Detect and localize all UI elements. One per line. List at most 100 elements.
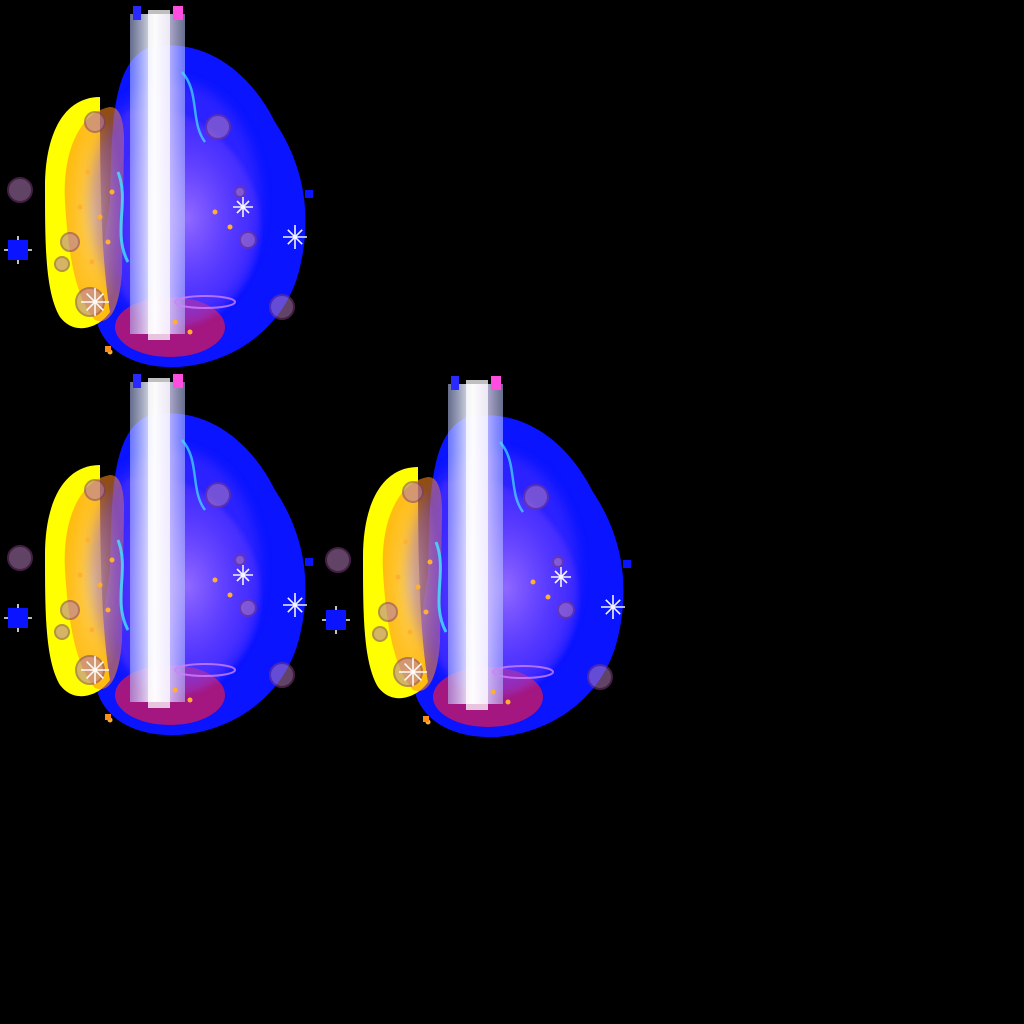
light-pillar-sprite (322, 376, 631, 738)
spark-dot (423, 609, 429, 615)
spark-dot (105, 239, 111, 245)
cyan-wisp (499, 441, 525, 513)
pillar-cap-right (173, 374, 183, 388)
spark-dot (490, 689, 496, 695)
pillar-cap-left (451, 376, 459, 390)
spark-dot (407, 629, 413, 635)
pillar-cap-right (491, 376, 501, 390)
bubble (552, 556, 564, 568)
pillar-core (148, 10, 170, 340)
stray-particle (623, 560, 631, 568)
bubble (269, 294, 295, 320)
blue-spark-square (326, 610, 346, 630)
spark-dot (403, 539, 409, 545)
swirl-ring (492, 665, 554, 679)
bubble (378, 602, 398, 622)
cyan-wisp (181, 71, 207, 143)
spark-dot (227, 592, 233, 598)
stray-particle (423, 716, 429, 722)
spark-dot (172, 319, 178, 325)
bubble (54, 624, 70, 640)
spark-dot (530, 579, 536, 585)
spark-dot (505, 699, 511, 705)
blue-spark-square (8, 240, 28, 260)
cyan-wisp (181, 439, 207, 511)
swirl-ring (174, 663, 236, 677)
spark-dot (89, 627, 95, 633)
bubble (7, 545, 33, 571)
sparkle-star (551, 567, 571, 587)
spark-dot (89, 259, 95, 265)
bubble (84, 111, 106, 133)
blue-spark-square (8, 608, 28, 628)
pillar-core (148, 378, 170, 708)
pillar-cap-left (133, 6, 141, 20)
effect-frame-1 (0, 2, 340, 372)
swirl-ring (174, 295, 236, 309)
cyan-wisp (116, 171, 130, 263)
sparkle-star (233, 197, 253, 217)
effect-frame-3 (318, 372, 658, 742)
bubble (234, 554, 246, 566)
spark-dot (77, 572, 83, 578)
glow-body (4, 6, 313, 368)
spark-dot (85, 537, 91, 543)
bubble (239, 231, 257, 249)
spark-dot (227, 224, 233, 230)
bubble (557, 601, 575, 619)
bubble (234, 186, 246, 198)
cyan-wisp (116, 539, 130, 631)
stray-particle (305, 558, 313, 566)
spark-dot (427, 559, 433, 565)
spark-dot (545, 594, 551, 600)
bubble (587, 664, 613, 690)
stray-particle (105, 346, 111, 352)
stray-particle (105, 714, 111, 720)
spark-dot (77, 204, 83, 210)
sparkle-star (283, 225, 307, 249)
spark-dot (172, 687, 178, 693)
sparkle-star (399, 658, 427, 686)
spark-dot (85, 169, 91, 175)
sparkle-star (233, 565, 253, 585)
spark-dot (212, 209, 218, 215)
sparkle-star (283, 593, 307, 617)
cyan-wisp (434, 541, 448, 633)
bubble (60, 600, 80, 620)
spark-dot (187, 697, 193, 703)
spark-dot (105, 607, 111, 613)
bubble (54, 256, 70, 272)
glow-body (4, 374, 313, 736)
bubble (269, 662, 295, 688)
effect-frame-2 (0, 370, 340, 740)
light-pillar-sprite (4, 6, 313, 368)
bubble (7, 177, 33, 203)
spark-dot (415, 584, 421, 590)
spark-dot (395, 574, 401, 580)
bubble (84, 479, 106, 501)
bubble (402, 481, 424, 503)
spark-dot (187, 329, 193, 335)
spark-dot (109, 189, 115, 195)
spark-dot (97, 214, 103, 220)
spark-dot (109, 557, 115, 563)
bubble (325, 547, 351, 573)
bubble (205, 114, 231, 140)
bubble (205, 482, 231, 508)
pillar-cap-left (133, 374, 141, 388)
sparkle-star (601, 595, 625, 619)
stray-particle (305, 190, 313, 198)
light-pillar-sprite (4, 374, 313, 736)
glow-body (322, 376, 631, 738)
bubble (523, 484, 549, 510)
bubble (239, 599, 257, 617)
sparkle-star (81, 288, 109, 316)
spark-dot (97, 582, 103, 588)
sparkle-star (81, 656, 109, 684)
bubble (60, 232, 80, 252)
spark-dot (212, 577, 218, 583)
pillar-core (466, 380, 488, 710)
bubble (372, 626, 388, 642)
pillar-cap-right (173, 6, 183, 20)
